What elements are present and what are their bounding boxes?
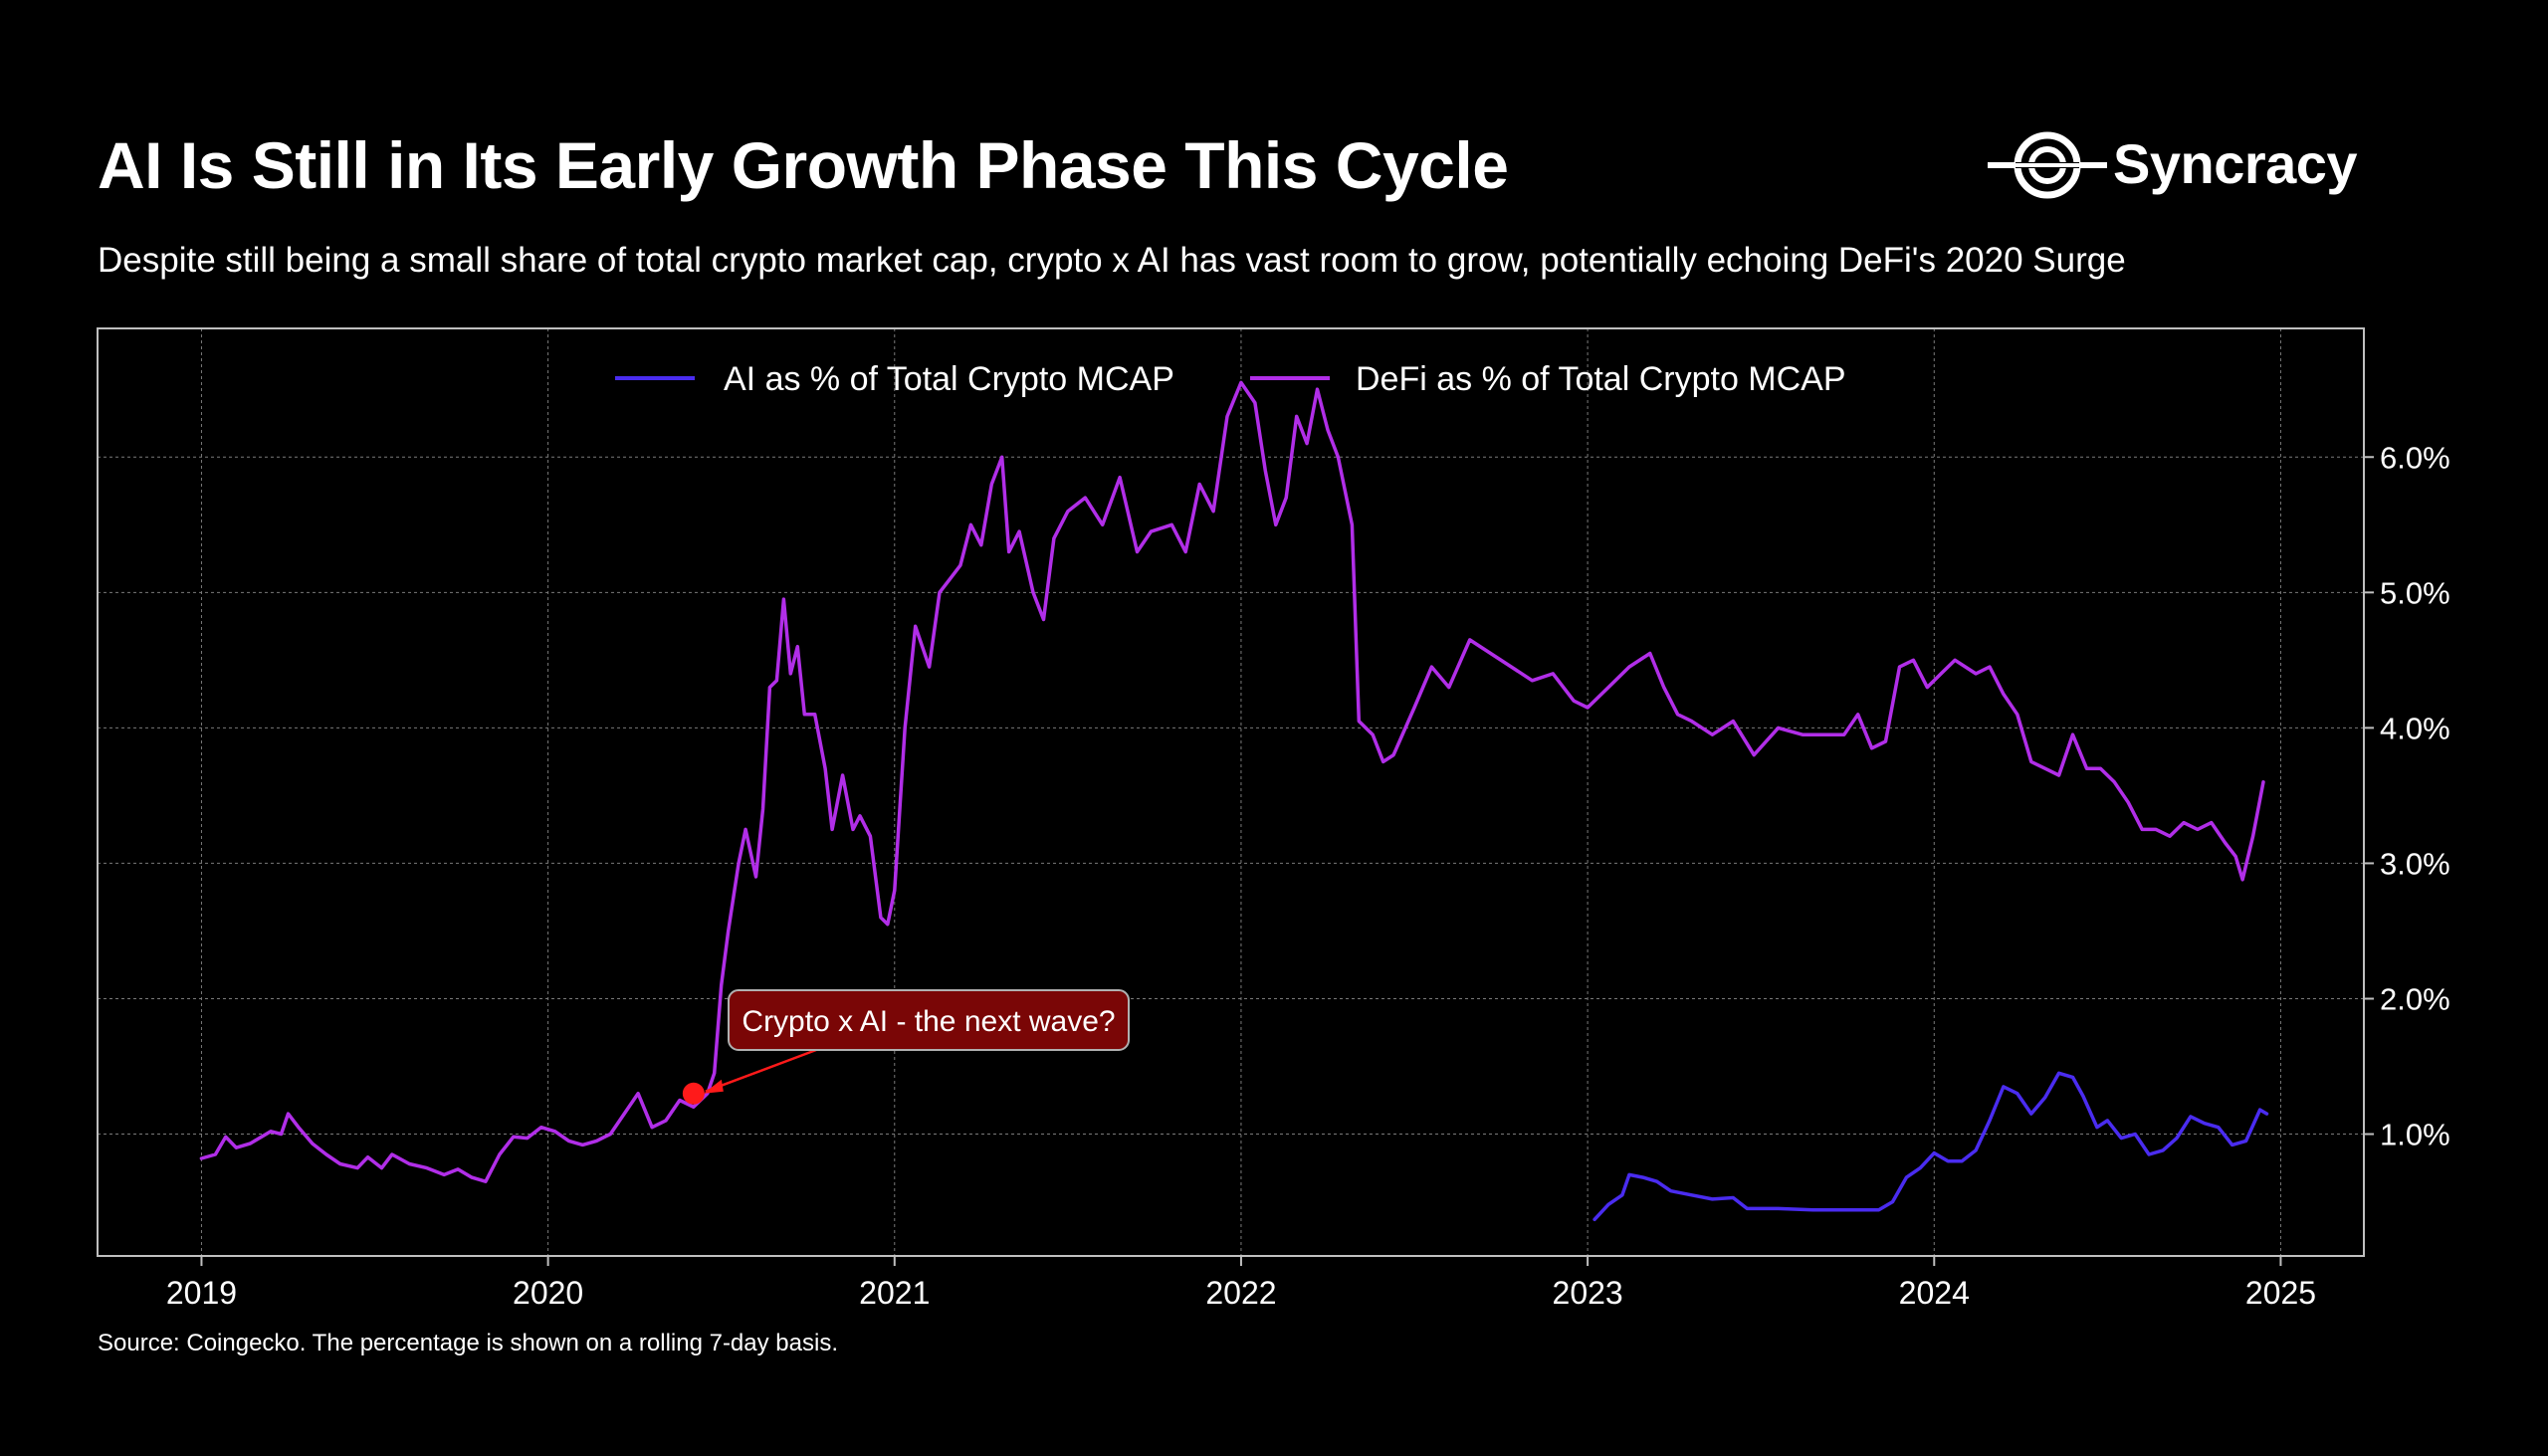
y-tick-label: 3.0% bbox=[2380, 846, 2450, 881]
brand-logo: Syncracy bbox=[1986, 125, 2364, 205]
y-tick-label: 1.0% bbox=[2380, 1118, 2450, 1152]
annotation-marker bbox=[682, 1082, 705, 1105]
y-tick-label: 4.0% bbox=[2380, 711, 2450, 745]
ai-series-line bbox=[1592, 1071, 2269, 1222]
annotation-arrowhead bbox=[703, 1079, 724, 1094]
legend-label: AI as % of Total Crypto MCAP bbox=[724, 360, 1174, 398]
x-tick-label: 2019 bbox=[166, 1275, 237, 1311]
plot-frame bbox=[97, 327, 2365, 1257]
x-tick-label: 2021 bbox=[859, 1275, 930, 1311]
legend-label: DeFi as % of Total Crypto MCAP bbox=[1356, 360, 1846, 398]
source-note: Source: Coingecko. The percentage is sho… bbox=[98, 1330, 838, 1356]
y-tick-label: 2.0% bbox=[2380, 981, 2450, 1016]
y-tick-label: 5.0% bbox=[2380, 575, 2450, 610]
annotation-text: Crypto x AI - the next wave? bbox=[742, 1005, 1115, 1038]
annotation-box bbox=[728, 989, 1130, 1051]
x-tick-label: 2023 bbox=[1553, 1275, 1623, 1311]
page-title: AI Is Still in Its Early Growth Phase Th… bbox=[98, 128, 1509, 202]
x-tick-label: 2024 bbox=[1899, 1275, 1970, 1311]
x-tick-label: 2025 bbox=[2245, 1275, 2316, 1311]
defi-series-line bbox=[199, 380, 2265, 1183]
brand-name: Syncracy bbox=[2113, 132, 2358, 195]
syncracy-logo-icon bbox=[1988, 131, 2107, 199]
page-subtitle: Despite still being a small share of tot… bbox=[98, 241, 2126, 280]
x-tick-label: 2020 bbox=[513, 1275, 583, 1311]
y-tick-label: 6.0% bbox=[2380, 440, 2450, 475]
x-tick-label: 2022 bbox=[1205, 1275, 1276, 1311]
annotation-arrow bbox=[705, 1048, 817, 1093]
